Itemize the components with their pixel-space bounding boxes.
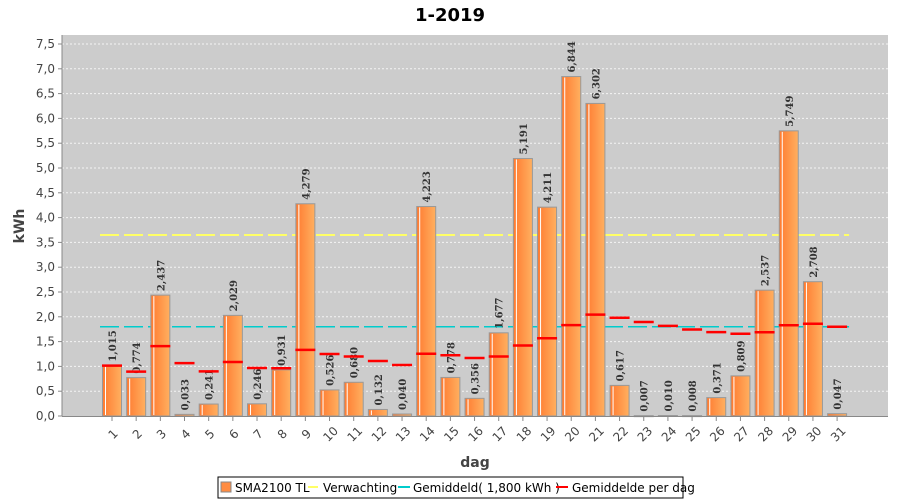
bar-value-label: 0,010 <box>664 380 675 411</box>
bar-value-label: 6,844 <box>567 41 578 72</box>
x-tick-label: 30 <box>804 424 825 445</box>
x-tick-label: 14 <box>417 424 438 445</box>
x-tick-label: 25 <box>683 424 704 445</box>
bar-value-label: 1,677 <box>495 297 506 328</box>
bar-value-label: 6,302 <box>591 68 602 99</box>
y-tick-label: 1,5 <box>36 335 55 349</box>
bar-value-label: 2,029 <box>229 280 240 311</box>
bar-value-label: 2,537 <box>761 255 772 286</box>
y-tick-label: 6,0 <box>36 111 55 125</box>
bar-value-label: 0,356 <box>471 363 482 394</box>
y-tick-label: 2,0 <box>36 310 55 324</box>
legend-label-verwachting: Verwachting <box>323 481 397 495</box>
x-tick-label: 11 <box>345 424 366 445</box>
bar-value-label: 0,680 <box>350 347 361 378</box>
bar-value-label: 0,047 <box>833 378 844 409</box>
bar-value-label: 0,040 <box>398 379 409 410</box>
x-tick-label: 23 <box>635 424 656 445</box>
x-tick-label: 10 <box>320 424 341 445</box>
legend-label-bar: SMA2100 TL <box>235 481 310 495</box>
x-tick-label: 7 <box>251 427 266 442</box>
x-tick-label: 8 <box>275 427 290 442</box>
y-tick-label: 1,0 <box>36 359 55 373</box>
x-tick-label: 1 <box>106 427 121 442</box>
bar-value-label: 0,246 <box>253 368 264 399</box>
x-tick-label: 13 <box>393 424 414 445</box>
plot-area <box>62 35 888 416</box>
y-tick-label: 5,0 <box>36 161 55 175</box>
x-tick-label: 29 <box>780 424 801 445</box>
y-tick-label: 0,0 <box>36 409 55 423</box>
x-tick-label: 6 <box>226 427 241 442</box>
bar-value-label: 0,241 <box>205 369 216 400</box>
x-tick-label: 4 <box>178 427 193 442</box>
x-tick-label: 20 <box>562 424 583 445</box>
x-tick-label: 17 <box>490 424 511 445</box>
legend-label-per-dag: Gemiddelde per dag <box>572 481 695 495</box>
x-tick-label: 5 <box>202 427 217 442</box>
bar-value-label: 4,211 <box>543 172 554 203</box>
y-tick-label: 7,5 <box>36 37 55 51</box>
bar-value-label: 4,223 <box>422 171 433 202</box>
x-tick-label: 28 <box>755 424 776 445</box>
bar-value-label: 5,191 <box>519 123 530 154</box>
chart-title: 1-2019 <box>415 5 485 26</box>
x-tick-label: 18 <box>514 424 535 445</box>
bar-value-label: 0,008 <box>688 380 699 411</box>
x-tick-label: 21 <box>586 424 607 445</box>
x-tick-label: 24 <box>659 424 680 445</box>
y-tick-label: 5,5 <box>36 136 55 150</box>
bar-value-label: 0,033 <box>181 379 192 410</box>
x-tick-label: 27 <box>731 424 752 445</box>
bar-value-label: 0,931 <box>277 334 288 365</box>
x-tick-label: 26 <box>707 424 728 445</box>
x-tick-label: 3 <box>154 427 169 442</box>
y-tick-label: 6,5 <box>36 87 55 101</box>
y-tick-label: 2,5 <box>36 285 55 299</box>
y-tick-label: 7,0 <box>36 62 55 76</box>
x-tick-label: 2 <box>130 427 145 442</box>
bar-value-label: 0,526 <box>326 355 337 386</box>
bar-value-label: 0,371 <box>712 362 723 393</box>
bar-value-label: 1,015 <box>108 330 119 361</box>
bar-value-label: 5,749 <box>785 95 796 126</box>
y-tick-label: 0,5 <box>36 384 55 398</box>
bar-value-label: 0,809 <box>736 341 747 372</box>
bar-value-label: 0,007 <box>640 380 651 411</box>
y-tick-label: 3,5 <box>36 235 55 249</box>
legend-swatch-bar <box>220 481 232 493</box>
legend-label-gemiddeld: Gemiddeld( 1,800 kWh ) <box>413 481 560 495</box>
bar-value-label: 0,778 <box>446 342 457 373</box>
bar-day-13 <box>392 413 413 417</box>
bar-value-label: 2,708 <box>809 246 820 277</box>
bar-value-label: 0,132 <box>374 374 385 405</box>
y-axis-label: kWh <box>12 209 28 244</box>
x-tick-label: 15 <box>441 424 462 445</box>
legend: SMA2100 TL Verwachting Gemiddeld( 1,800 … <box>217 476 695 499</box>
bar-value-label: 0,617 <box>616 350 627 381</box>
y-tick-label: 4,0 <box>36 211 55 225</box>
x-tick-label: 31 <box>828 424 849 445</box>
bar-day-4 <box>174 413 195 417</box>
x-tick-label: 19 <box>538 424 559 445</box>
bar-day-31 <box>827 413 848 417</box>
x-tick-label: 12 <box>369 424 390 445</box>
x-tick-label: 22 <box>610 424 631 445</box>
bar-value-label: 2,437 <box>156 260 167 291</box>
x-tick-label: 9 <box>299 427 314 442</box>
y-tick-label: 3,0 <box>36 260 55 274</box>
y-tick-label: 4,5 <box>36 186 55 200</box>
bar-value-label: 4,279 <box>301 168 312 199</box>
bar-value-label: 0,774 <box>132 342 143 373</box>
x-axis-label: dag <box>460 455 490 471</box>
x-tick-label: 16 <box>465 424 486 445</box>
